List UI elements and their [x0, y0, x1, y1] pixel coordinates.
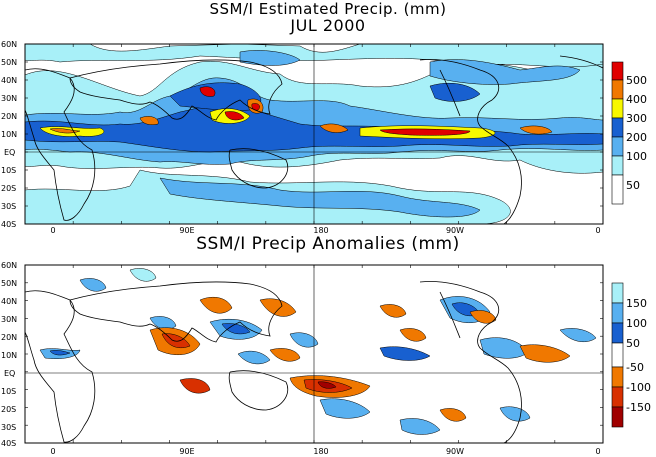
lat-label: 30S — [1, 202, 16, 211]
lat-label: 50N — [1, 58, 17, 67]
colorbar-swatch — [611, 117, 624, 138]
colorbar-swatch — [611, 406, 624, 428]
lat-label: 40S — [1, 220, 16, 229]
bottom-lat-labels: 60N 50N 40N 30N 20N 10N EQ 10S 20S 30S 4… — [1, 261, 17, 448]
lat-label: 20N — [1, 112, 17, 121]
colorbar-label: 500 — [626, 74, 647, 87]
colorbar-label: 50 — [626, 179, 640, 192]
lon-label: 180 — [313, 447, 328, 456]
precip-colorbar: 500 400 300 200 100 50 — [611, 61, 647, 205]
lon-label: 0 — [595, 447, 600, 456]
lat-label: 40N — [1, 76, 17, 85]
colorbar-label: -50 — [626, 361, 644, 374]
lat-label: 10S — [1, 166, 16, 175]
colorbar-label: 100 — [626, 150, 647, 163]
colorbar-swatch — [611, 322, 624, 344]
colorbar-swatch — [611, 98, 624, 119]
lon-label: 90W — [446, 226, 464, 235]
lon-label: 90E — [179, 226, 194, 235]
precip-map: 60N 50N 40N 30N 20N 10N EQ 10S 20S 30S 4… — [1, 40, 604, 235]
lat-label: 20S — [1, 405, 16, 414]
bottom-lon-labels: 0 90E 180 90W 0 — [50, 447, 600, 456]
top-lat-labels: 60N 50N 40N 30N 20N 10N EQ 10S 20S 30S 4… — [1, 40, 17, 229]
colorbar-swatch — [611, 366, 624, 388]
lat-label: 10S — [1, 387, 16, 396]
colorbar-swatch — [611, 79, 624, 100]
lat-label: 60N — [1, 40, 17, 49]
colorbar-label: -100 — [626, 381, 651, 394]
colorbar-swatch — [611, 386, 624, 408]
colorbar-swatch — [611, 136, 624, 157]
lat-label: 30S — [1, 423, 16, 432]
lon-label: 180 — [313, 226, 328, 235]
lat-label: 30N — [1, 315, 17, 324]
colorbar-label: 150 — [626, 297, 647, 310]
lat-label: 40N — [1, 297, 17, 306]
lon-label: 0 — [50, 226, 55, 235]
lon-label: 90W — [446, 447, 464, 456]
lat-label: 10N — [1, 130, 17, 139]
colorbar-label: 100 — [626, 317, 647, 330]
colorbar-swatch — [611, 155, 624, 176]
colorbar-label: 50 — [626, 337, 640, 350]
lat-label: EQ — [4, 369, 15, 378]
lat-label: 40S — [1, 439, 16, 448]
top-map-title: SSM/I Estimated Precip. (mm) — [209, 0, 447, 18]
colorbar-label: 200 — [626, 131, 647, 144]
top-map-subtitle: JUL 2000 — [290, 16, 366, 35]
colorbar-swatch — [611, 174, 624, 205]
colorbar-swatch — [611, 342, 624, 368]
colorbar-label: -150 — [626, 401, 651, 414]
colorbar-label: 400 — [626, 93, 647, 106]
anomaly-colorbar: 150 100 50 -50 -100 -150 — [611, 282, 651, 428]
lat-label: 50N — [1, 279, 17, 288]
lat-label: 20N — [1, 333, 17, 342]
lat-label: EQ — [4, 148, 15, 157]
colorbar-label: 300 — [626, 112, 647, 125]
lat-label: 60N — [1, 261, 17, 270]
colorbar-swatch — [611, 282, 624, 304]
top-lon-labels: 0 90E 180 90W 0 — [50, 226, 600, 235]
colorbar-swatch — [611, 61, 624, 81]
colorbar-swatch — [611, 302, 624, 324]
lat-label: 20S — [1, 184, 16, 193]
lat-label: 30N — [1, 94, 17, 103]
lon-label: 0 — [595, 226, 600, 235]
bottom-map-title: SSM/I Precip Anomalies (mm) — [196, 234, 460, 254]
lon-label: 90E — [179, 447, 194, 456]
lon-label: 0 — [50, 447, 55, 456]
anomaly-map: 60N 50N 40N 30N 20N 10N EQ 10S 20S 30S 4… — [1, 261, 604, 456]
lat-label: 10N — [1, 351, 17, 360]
